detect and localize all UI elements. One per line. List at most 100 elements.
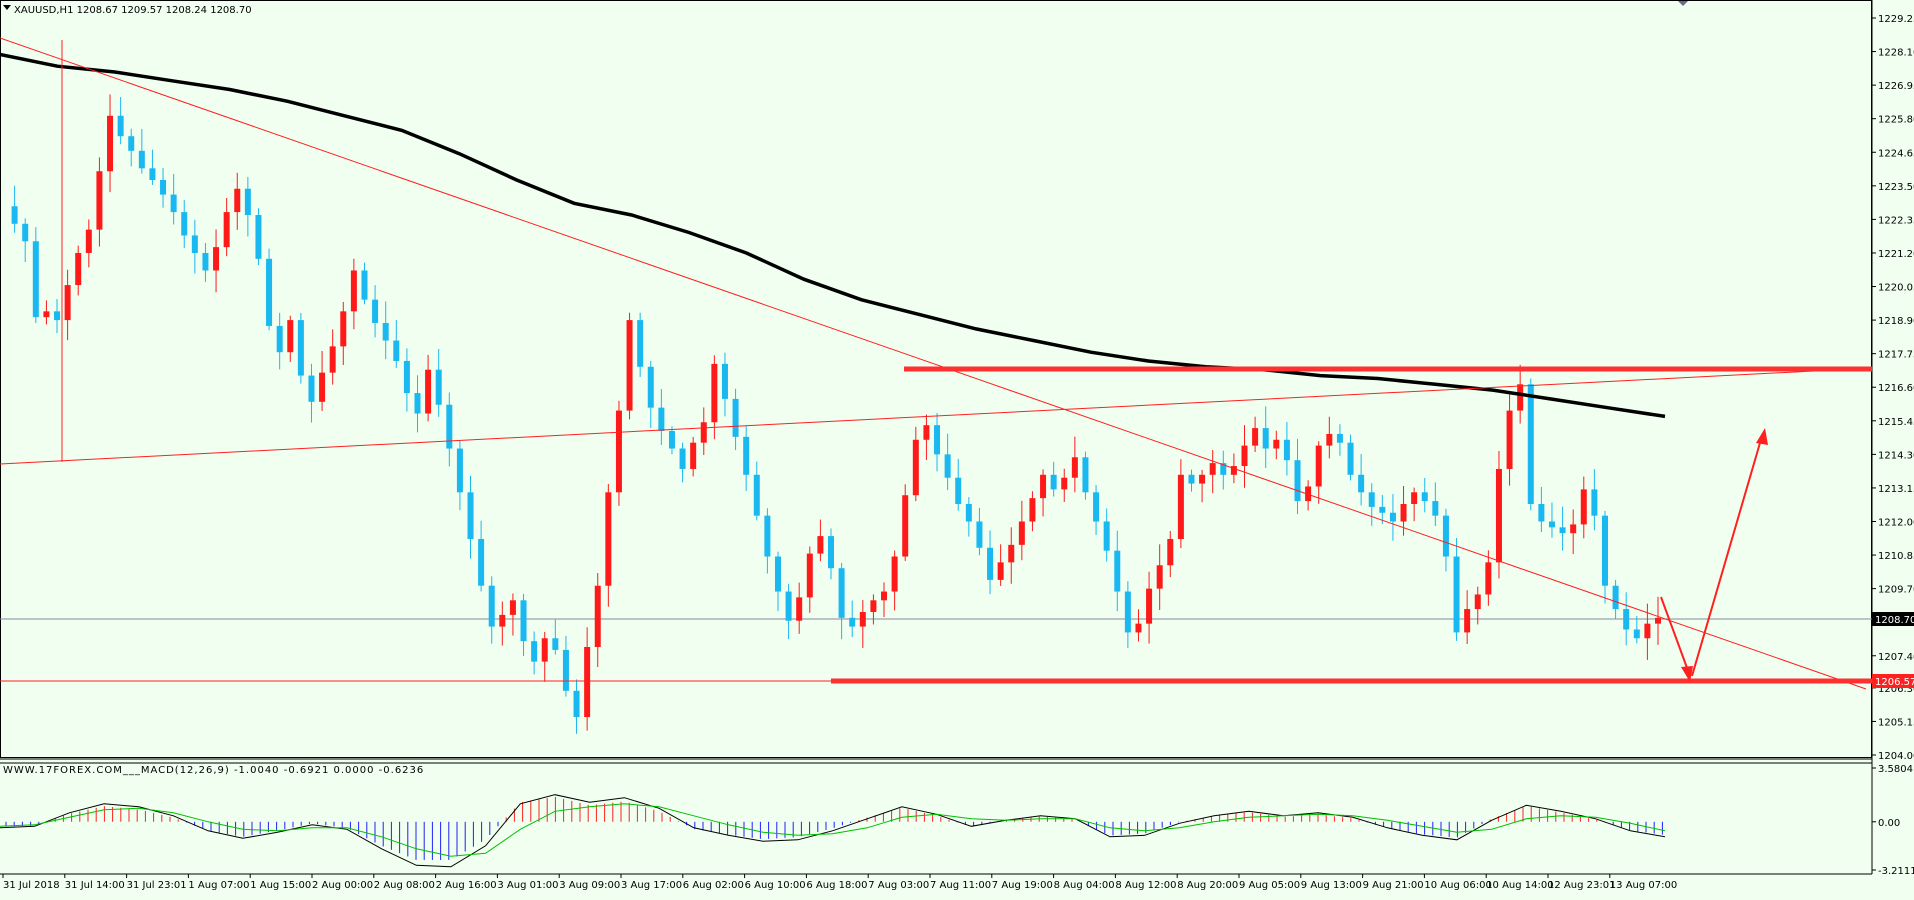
candle-body [1071,457,1078,478]
candle-body [1230,466,1237,475]
candle-body [1432,501,1439,516]
candle-body [817,536,824,554]
candle-body [499,614,506,627]
candle-body [531,641,538,662]
symbol-dropdown-icon[interactable] [3,5,11,10]
candle-body [32,241,39,318]
candle-body [319,372,326,402]
price-tick-label: 1225.80 [1878,115,1914,126]
candle-body [266,258,273,326]
price-tick-label: 1209.70 [1878,585,1914,596]
candle-body [573,690,580,718]
time-tick-label: 7 Aug 19:00 [992,880,1053,891]
candle-body [838,568,845,618]
candle-body [711,363,718,423]
time-tick-label: 12 Aug 23:01 [1548,880,1615,891]
candle-body [1644,623,1651,639]
candle-body [1241,445,1248,467]
time-tick-label: 8 Aug 20:00 [1177,880,1238,891]
candle-body [22,223,29,242]
time-tick-label: 6 Aug 18:00 [806,880,867,891]
candle-body [1580,489,1587,525]
candle-body [393,340,400,361]
price-tick-label: 1215.45 [1878,417,1914,428]
candle-body [1156,565,1163,589]
candle-body [170,194,177,213]
candle-body [828,536,834,569]
signal-line [0,803,1666,857]
candle-body [1018,521,1025,545]
candle-body [1347,442,1354,475]
candle-body [1305,486,1312,502]
projection-up-line [1691,435,1763,677]
time-tick-label: 7 Aug 03:00 [868,880,929,891]
price-tick-label: 1226.95 [1878,81,1914,92]
price-tick-label: 1223.50 [1878,182,1914,193]
candle-body [85,229,92,253]
candle-body [774,556,781,592]
candle-body [1135,623,1142,633]
candle-body [1601,515,1608,586]
time-tick-label: 9 Aug 21:00 [1363,880,1424,891]
candle-body [191,235,198,253]
candle-body [743,436,750,475]
candle-body [435,369,442,405]
candle-body [1474,594,1481,610]
candle-body [1389,512,1396,522]
candle-body [584,647,591,718]
time-tick-label: 31 Jul 23:01 [127,880,187,891]
macd-tick-label: 0.00 [1878,818,1900,829]
candle-body [753,474,760,516]
candle-body [647,366,654,408]
candle-body [1124,591,1131,633]
candle-body [308,375,315,402]
candle-body [1559,527,1566,534]
time-tick-label: 1 Aug 15:00 [250,880,311,891]
candle-body [361,270,368,300]
candle-body [806,553,813,598]
price-tick-label: 1221.20 [1878,249,1914,260]
candle-body [181,212,188,236]
candle-body [944,454,951,478]
current-price-tag [1872,612,1914,626]
candle-body [658,407,665,432]
candle-body [160,179,167,195]
candle-body [107,115,114,172]
candle-body [785,591,792,621]
price-axis: 1229.25 1228.10 1226.95 1225.80 1224.65 1223.… [1872,14,1914,762]
candle-body [244,188,251,216]
candle-body [255,215,262,259]
price-tick-label: 1204.00 [1878,751,1914,762]
descending-trendline [0,37,1867,690]
price-tick-label: 1222.35 [1878,215,1914,226]
candle-body [350,270,357,312]
current-price-tag-text: 1208.70 [1875,615,1914,626]
candle-body [1379,506,1386,513]
price-tick-label: 1228.10 [1878,48,1914,59]
candle-body [541,638,548,662]
time-tick-label: 9 Aug 05:00 [1239,880,1300,891]
candle-body [340,311,347,347]
candle-body [615,410,622,493]
candle-body [1199,474,1206,484]
candle-body [1061,477,1068,490]
candle-body [668,431,675,449]
candle-body [1538,503,1545,522]
candle-body [1050,474,1057,490]
chart-shift-marker-icon[interactable] [1677,0,1689,6]
price-tick-label: 1229.25 [1878,14,1914,25]
candle-body [1326,433,1333,446]
candle-body [1633,629,1640,639]
time-tick-label: 2 Aug 00:00 [312,880,373,891]
candle-body [1623,609,1630,630]
candle-body [403,360,410,394]
macd-tick-label: 3.5804 [1878,764,1913,775]
candle-body [1453,556,1460,633]
candle-body [955,477,962,504]
candle-body [1464,609,1471,633]
candle-body [891,556,898,592]
time-tick-label: 2 Aug 16:00 [436,880,497,891]
candle-body [1336,433,1343,443]
candle-body [1495,468,1502,563]
candle-body [1103,521,1110,551]
